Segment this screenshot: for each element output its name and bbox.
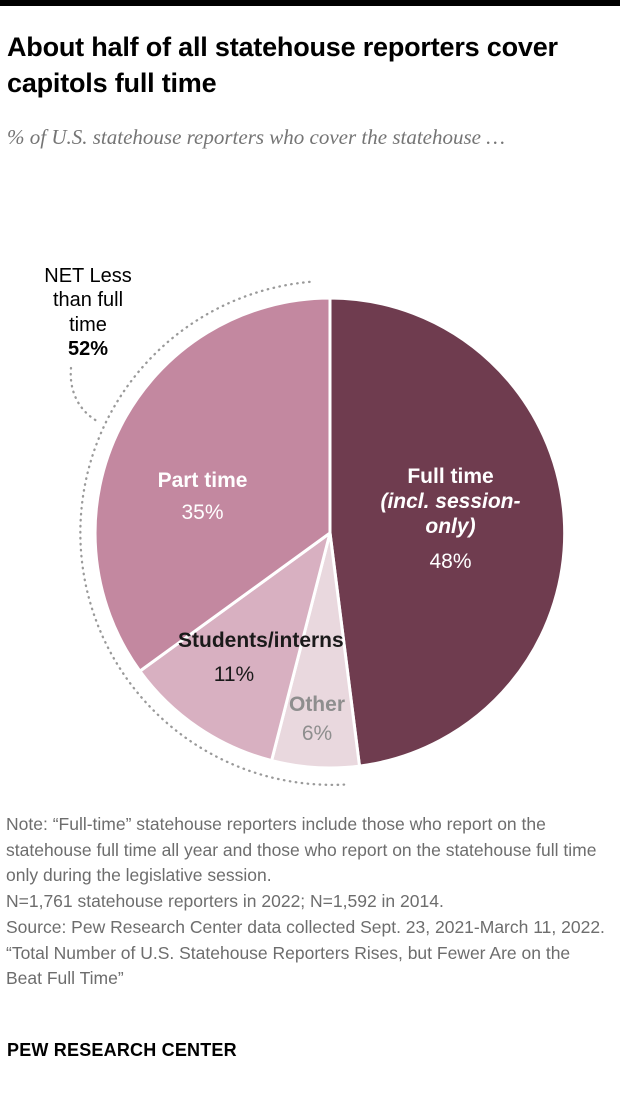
slice-label-full-time-main: Full time [407, 465, 494, 488]
net-annotation-connector [69, 366, 99, 423]
note-text: Note: “Full-time” statehouse reporters i… [6, 814, 597, 886]
slice-label-students-interns: Students/interns 11% [178, 628, 344, 687]
chart-notes: Note: “Full-time” statehouse reporters i… [6, 812, 608, 992]
slice-value-students-interns: 11% [213, 663, 255, 687]
net-annotation-label: NET Less than full time [44, 265, 132, 336]
source-text: Source: Pew Research Center data collect… [6, 916, 605, 937]
slice-label-part-time-main: Part time [157, 469, 248, 492]
slice-label-other-main: Other [288, 693, 345, 716]
slice-label-students-interns-main: Students/interns [178, 629, 344, 652]
pie-slice-part-time [93, 296, 332, 673]
net-annotation-value: 52% [67, 338, 109, 361]
pie-chart-area: NET Less than full time 52% Full time (i… [0, 250, 620, 810]
slice-label-other: Other 6% [267, 692, 367, 746]
brand-footer: PEW RESEARCH CENTER [7, 1040, 237, 1060]
pie-slice-students-interns [138, 531, 332, 763]
report-title-text: “Total Number of U.S. Statehouse Reporte… [6, 942, 571, 989]
top-accent-bar [0, 0, 620, 6]
pie-svg [69, 280, 567, 787]
slice-label-full-time-sub: (incl. session-only) [380, 490, 521, 539]
chart-subtitle: % of U.S. statehouse reporters who cover… [7, 125, 505, 149]
slice-value-full-time: 48% [429, 549, 472, 573]
page-title: About half of all statehouse reporters c… [7, 32, 558, 98]
pie-slice-full-time [328, 296, 567, 768]
slice-label-full-time: Full time (incl. session-only) 48% [368, 464, 533, 574]
slice-value-other: 6% [301, 722, 333, 746]
net-annotation: NET Less than full time 52% [36, 264, 140, 362]
slice-label-part-time: Part time 35% [130, 468, 275, 525]
slice-value-part-time: 35% [181, 501, 224, 525]
sample-size-text: N=1,761 statehouse reporters in 2022; N=… [6, 891, 444, 912]
